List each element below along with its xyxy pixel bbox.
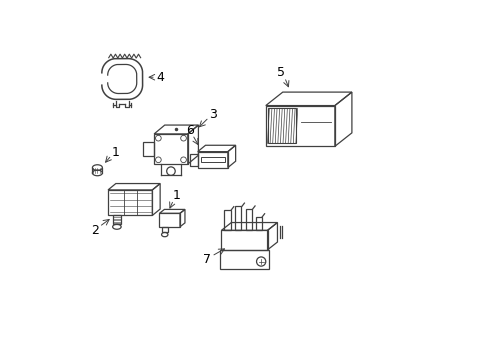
Text: 1: 1 [172,189,180,202]
Text: 7: 7 [203,253,211,266]
Text: 1: 1 [112,146,120,159]
Text: 3: 3 [209,108,217,121]
Text: 4: 4 [156,71,164,84]
Text: 6: 6 [185,123,193,136]
Text: 5: 5 [276,66,285,79]
Text: 2: 2 [90,224,98,237]
